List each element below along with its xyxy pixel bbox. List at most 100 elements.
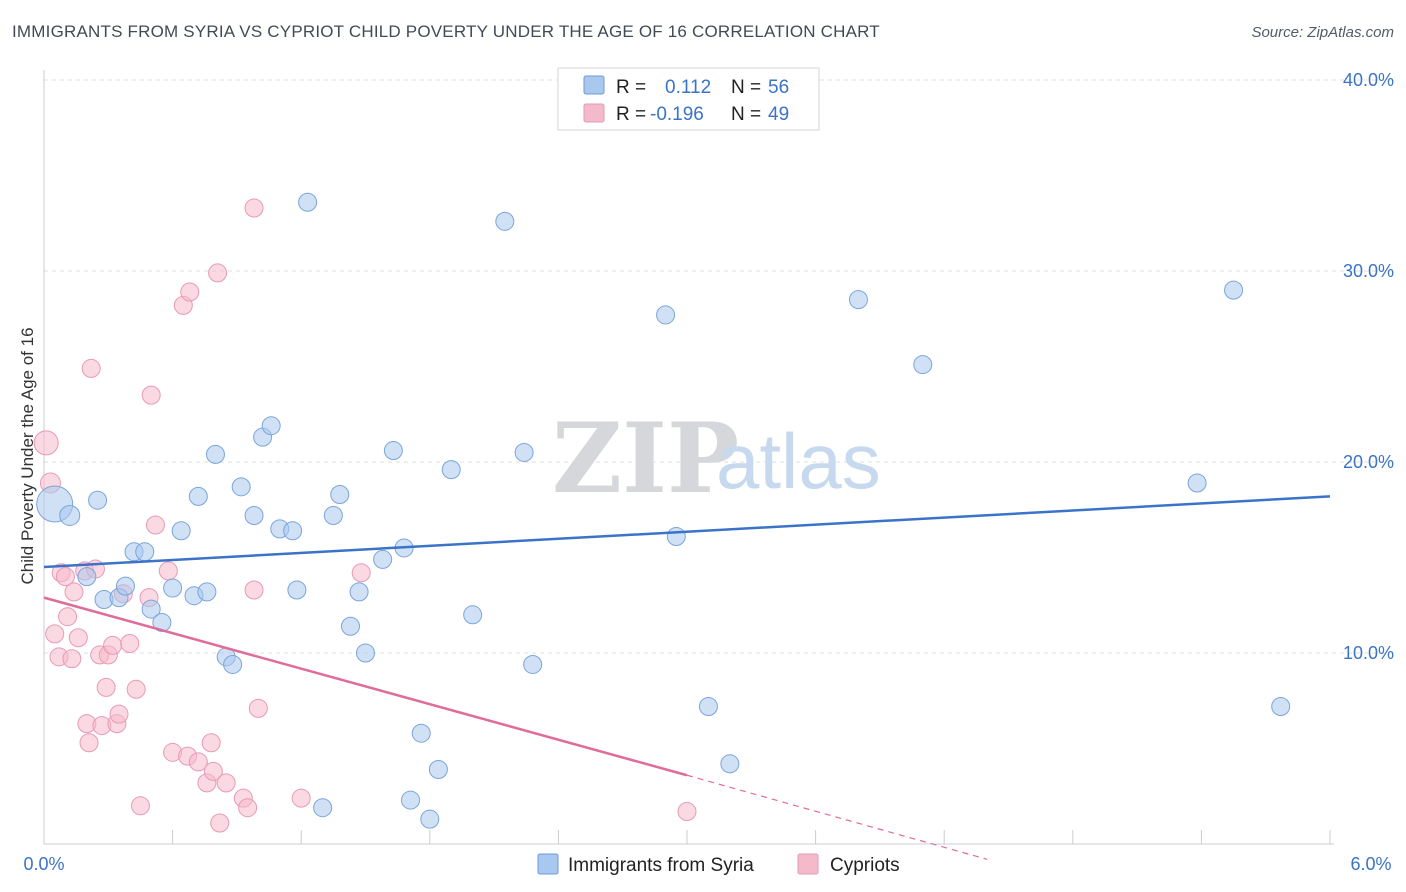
trend-lines [43,495,1331,860]
y-tick-label: 20.0% [1343,452,1394,472]
syria-point [373,549,393,569]
cypriots-point [81,358,101,378]
cypriots-point [120,633,140,653]
cypriots-point [45,624,65,644]
bottom-legend-label-syria: Immigrants from Syria [568,855,754,876]
syria-point [411,723,431,743]
syria-point [88,490,108,510]
syria-point [340,616,360,636]
syria-point [283,521,303,541]
cypriots-point [62,649,82,669]
x-tick-label-max: 6.0% [1350,854,1391,874]
cypriots-point [79,733,99,753]
legend-n-label-cypriots: N = [731,104,761,125]
cypriots-point [55,567,75,587]
syria-point [383,441,403,461]
syria-point [313,798,333,818]
cypriots-point [208,263,228,283]
legend-r-label-cypriots: R = [616,104,646,125]
syria-point [401,790,421,810]
cypriots-point [145,515,165,535]
y-tick-labels: 10.0% 20.0% 30.0% 40.0% [1343,70,1394,663]
axes [43,70,1334,845]
syria-point [287,580,307,600]
watermark-atlas: atlas [716,417,881,505]
y-tick-label: 10.0% [1343,643,1394,663]
legend-swatch-syria [583,75,605,95]
syria-point [59,504,81,526]
cypriots-point [33,430,59,456]
legend-r-value-cypriots: -0.196 [650,104,704,125]
cypriots-point [216,773,236,793]
syria-points [36,192,1291,829]
syria-point [115,576,135,596]
cypriots-point [141,385,161,405]
x-tick-marks [43,830,1331,844]
cypriots-point [180,282,200,302]
syria-point [1224,280,1244,300]
legend-n-value-cypriots: 49 [768,104,789,125]
bottom-legend-swatch-cypriots [797,853,819,875]
cypriots-points [33,198,697,833]
syria-point [495,211,515,231]
syria-point [523,654,543,674]
cypriots-point [58,607,78,627]
cypriots-point [64,582,84,602]
cypriots-point [188,752,208,772]
syria-point [330,484,350,504]
legend-n-label-syria: N = [731,77,761,98]
syria-point [261,416,281,436]
legend-box: R = 0.112 N = 56 R = -0.196 N = 49 [557,67,820,131]
cypriots-trend-line [43,596,688,777]
syria-point [428,760,448,780]
cypriots-point [291,788,311,808]
syria-point [420,809,440,829]
syria-point [698,696,718,716]
chart-title: IMMIGRANTS FROM SYRIA VS CYPRIOT CHILD P… [12,22,880,41]
syria-point [223,654,243,674]
cypriots-point [96,677,116,697]
cypriots-point [238,798,258,818]
cypriots-point [244,580,264,600]
legend-r-value-syria: 0.112 [665,77,711,98]
cypriots-point [130,796,150,816]
y-tick-label: 40.0% [1343,70,1394,90]
cypriots-point [244,198,264,218]
cypriots-point [203,761,223,781]
cypriots-point [201,733,221,753]
syria-point [188,486,208,506]
cypriots-point [103,635,123,655]
grid-lines [44,79,1394,654]
syria-point [141,599,161,619]
y-axis-label: Child Poverty Under the Age of 16 [18,327,37,584]
cypriots-point [351,563,371,583]
source-label: Source: ZipAtlas.com [1251,24,1394,41]
syria-point [514,442,534,462]
syria-point [656,305,676,325]
syria-point [197,582,217,602]
syria-point [135,542,155,562]
cypriots-point [126,679,146,699]
syria-point [298,192,318,212]
syria-point [323,505,343,525]
syria-point [463,605,483,625]
syria-point [77,567,97,587]
watermark: ZIP atlas [552,402,881,515]
syria-point [356,643,375,663]
syria-point [205,444,225,464]
legend-swatch-cypriots [583,103,605,123]
cypriots-trend-extension [686,774,988,860]
cypriots-point [677,802,697,822]
cypriots-point [68,628,88,648]
syria-point [441,460,461,480]
syria-point [720,754,740,774]
bottom-legend-swatch-syria [537,853,559,875]
syria-point [349,582,369,602]
x-tick-label-min: 0.0% [23,854,64,874]
cypriots-point [248,698,268,718]
y-tick-label: 30.0% [1343,261,1394,281]
cypriots-point [109,704,129,724]
syria-trend-line [43,495,1331,569]
cypriots-point [158,561,178,581]
